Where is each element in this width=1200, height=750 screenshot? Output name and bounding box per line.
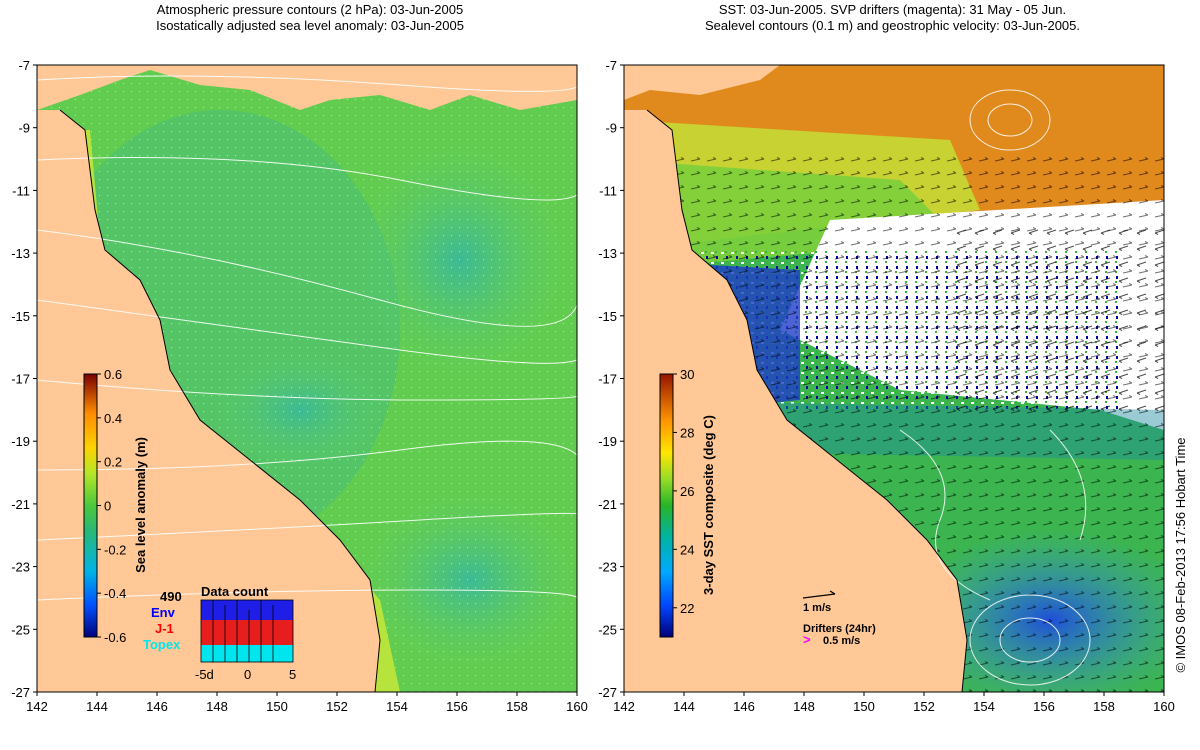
data-count-tick-m5: -5d bbox=[195, 667, 214, 682]
right-australia-land bbox=[624, 110, 967, 692]
right-y-tick: -23 bbox=[598, 560, 617, 575]
right-y-tick: -13 bbox=[598, 246, 617, 261]
data-count-tick-5: 5 bbox=[289, 667, 296, 682]
right-title-line1: SST: 03-Jun-2005. SVP drifters (magenta)… bbox=[718, 2, 1067, 17]
right-y-tick: -7 bbox=[605, 58, 617, 73]
left-y-tick: -11 bbox=[12, 183, 30, 198]
left-x-tick: 142 bbox=[26, 699, 48, 714]
pressure-contours bbox=[37, 75, 577, 601]
legend-env: Env bbox=[151, 605, 176, 620]
data-count-title: Data count bbox=[201, 584, 269, 599]
left_panel-colorbar-tick: 0 bbox=[104, 499, 111, 514]
left-x-tick: 144 bbox=[86, 699, 108, 714]
data-count-tick-0: 0 bbox=[244, 667, 251, 682]
left-y-tick: -23 bbox=[11, 560, 30, 575]
right-x-tick: 154 bbox=[973, 699, 995, 714]
right-map-title: SST: 03-Jun-2005. SVP drifters (magenta)… bbox=[620, 2, 1165, 34]
right-x-tick: 156 bbox=[1033, 699, 1055, 714]
drifters-label: Drifters (24hr) bbox=[803, 623, 876, 635]
drifter-speed-label: 0.5 m/s bbox=[823, 635, 860, 647]
velocity-arrow-icon bbox=[802, 593, 836, 599]
right-y-tick: -19 bbox=[598, 434, 617, 449]
velocity-scale-label: 1 m/s bbox=[803, 602, 831, 614]
right-y-tick: -17 bbox=[598, 372, 617, 387]
right-y-tick: -21 bbox=[598, 497, 617, 512]
left-x-tick: 146 bbox=[146, 699, 168, 714]
left-x-tick: 156 bbox=[446, 699, 468, 714]
right_panel-colorbar-tick: 28 bbox=[680, 425, 694, 440]
right-x-tick: 148 bbox=[793, 699, 815, 714]
left-x-tick: 150 bbox=[266, 699, 288, 714]
left-title-line2: Isostatically adjusted sea level anomaly… bbox=[156, 18, 464, 33]
right_panel-colorbar-tick: 22 bbox=[680, 601, 694, 616]
right-axis-ticks: 142 144 146 148 150 152 154 156 158 160 -7 -9 -11 -13… bbox=[598, 58, 1175, 714]
left_panel-colorbar-tick: 0.2 bbox=[104, 455, 122, 470]
sla-colorbar-ticks: 0.6 0.4 0.2 0 -0.2 -0.4 -0.6 bbox=[97, 367, 126, 645]
sst-colorbar bbox=[659, 373, 674, 638]
right-x-tick: 152 bbox=[913, 699, 935, 714]
left-axis-ticks: 142 144 146 148 150 152 154 156 158 160 -7 -9 -11 -13… bbox=[11, 58, 588, 714]
right-x-tick: 146 bbox=[733, 699, 755, 714]
credit-text: © IMOS 08-Feb-2013 17:56 Hobart Time bbox=[1173, 437, 1188, 672]
left-x-tick: 152 bbox=[326, 699, 348, 714]
left-y-tick: -9 bbox=[18, 121, 30, 136]
sla-colorbar-label: Sea level anomaly (m) bbox=[133, 437, 148, 573]
left-y-tick: -7 bbox=[18, 58, 30, 73]
left_panel-colorbar-tick: 0.6 bbox=[104, 367, 122, 382]
data-count-inset: Data count 490 Env J-1 Topex -5d 0 5 bbox=[143, 584, 296, 682]
right_panel-colorbar-tick: 26 bbox=[680, 484, 694, 499]
left-y-tick: -25 bbox=[11, 622, 30, 637]
left-x-tick: 160 bbox=[566, 699, 588, 714]
right-y-tick: -11 bbox=[599, 183, 617, 198]
right-x-tick: 160 bbox=[1153, 699, 1175, 714]
right-x-tick: 142 bbox=[613, 699, 635, 714]
right-x-tick: 144 bbox=[673, 699, 695, 714]
left-x-tick: 148 bbox=[206, 699, 228, 714]
legend-topex: Topex bbox=[143, 637, 181, 652]
left-title-line1: Atmospheric pressure contours (2 hPa): 0… bbox=[156, 2, 464, 17]
legend-j1: J-1 bbox=[155, 621, 174, 636]
left_panel-colorbar-tick: -0.6 bbox=[104, 630, 126, 645]
left-map-title: Atmospheric pressure contours (2 hPa): 0… bbox=[40, 2, 580, 34]
sealevel-contours bbox=[899, 89, 1091, 686]
left-y-tick: -15 bbox=[11, 309, 30, 324]
data-count-total: 490 bbox=[160, 589, 182, 604]
right-title-line2: Sealevel contours (0.1 m) and geostrophi… bbox=[704, 18, 1081, 33]
left-x-tick: 154 bbox=[386, 699, 408, 714]
australia-land bbox=[37, 110, 380, 692]
right-x-tick: 158 bbox=[1093, 699, 1115, 714]
left-y-tick: -13 bbox=[11, 246, 30, 261]
right-map bbox=[624, 65, 1164, 692]
right-y-tick: -15 bbox=[598, 309, 617, 324]
left-y-tick: -19 bbox=[11, 434, 30, 449]
left_panel-colorbar-tick: 0.4 bbox=[104, 411, 122, 426]
left-map bbox=[37, 65, 577, 692]
right-y-tick: -25 bbox=[598, 622, 617, 637]
right_panel-colorbar-tick: 30 bbox=[680, 367, 694, 382]
sst-colorbar-label: 3-day SST composite (deg C) bbox=[701, 415, 716, 595]
sst-colorbar-ticks: 30 28 26 24 22 bbox=[673, 367, 694, 616]
left-y-tick: -17 bbox=[11, 372, 30, 387]
left-y-tick: -27 bbox=[11, 685, 30, 700]
left-x-tick: 158 bbox=[506, 699, 528, 714]
right-y-tick: -9 bbox=[605, 121, 617, 136]
sla-colorbar bbox=[83, 373, 98, 638]
left_panel-colorbar-tick: -0.2 bbox=[104, 542, 126, 557]
left_panel-colorbar-tick: -0.4 bbox=[104, 586, 126, 601]
left-y-tick: -21 bbox=[11, 497, 30, 512]
drifter-arrow-icon: > bbox=[803, 632, 811, 647]
right-y-tick: -27 bbox=[598, 685, 617, 700]
right_panel-colorbar-tick: 24 bbox=[680, 542, 694, 557]
right-x-tick: 150 bbox=[853, 699, 875, 714]
